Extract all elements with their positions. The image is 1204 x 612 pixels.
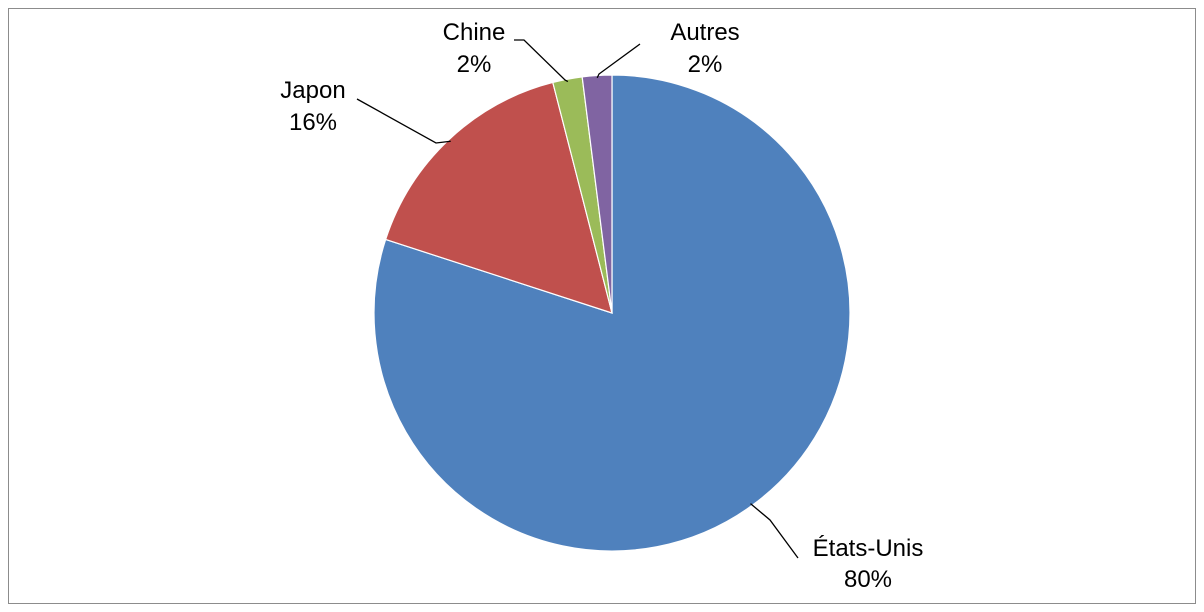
slice-label-autres: Autres [670, 19, 739, 46]
slice-label-japon: Japon [280, 77, 345, 104]
leader-line-chine [514, 39, 569, 83]
leader-lines [356, 39, 799, 559]
leader-line-autres [596, 43, 641, 79]
slice-labels: États-Unis 80% Japon 16% Chine 2% Autres… [280, 19, 923, 593]
pie-slice-japon [384, 81, 613, 314]
pie-slices [373, 74, 851, 552]
slice-value-japon: 16% [289, 109, 337, 136]
leader-line-etats-unis [750, 503, 799, 559]
slice-value-etats-unis: 80% [844, 566, 892, 593]
pie-slice-autres [581, 74, 613, 314]
slice-label-chine: Chine [443, 19, 506, 46]
leader-line-japon [356, 98, 451, 144]
slice-value-autres: 2% [688, 51, 723, 78]
slice-value-chine: 2% [457, 51, 492, 78]
slice-label-etats-unis: États-Unis [813, 535, 924, 562]
